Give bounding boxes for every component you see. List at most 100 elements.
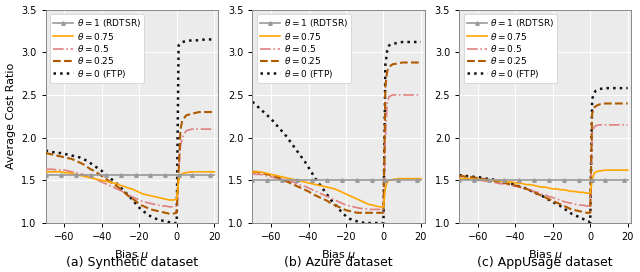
$\theta = 0.75$ — [191, 170, 199, 174]
$\theta = 1$ (RDTSR) — [45, 174, 53, 177]
$\theta = 1$ (RDTSR) — [549, 179, 557, 182]
$\theta = 0.75$ — [500, 180, 508, 183]
$\theta = 0.25$ — [297, 186, 305, 190]
$\theta = 0.5$ — [282, 179, 290, 182]
$\theta = 0.75$ — [139, 192, 147, 196]
$\theta = 0$ (FTP) — [361, 221, 369, 225]
$\theta = 0.75$ — [592, 170, 600, 174]
$\theta = 0.25$ — [413, 61, 421, 64]
$\theta = 0.5$ — [278, 178, 286, 181]
$\theta = 0.75$ — [556, 188, 564, 191]
$\theta = 0.5$ — [268, 175, 275, 178]
$\theta = 0$ (FTP) — [342, 215, 350, 218]
$\theta = 0.5$ — [290, 180, 298, 184]
$\theta = 1$ (RDTSR) — [395, 179, 403, 182]
Line: $\theta = 0.25$: $\theta = 0.25$ — [45, 112, 214, 214]
$\theta = 0.5$ — [94, 179, 102, 182]
$\theta = 0.5$ — [478, 179, 486, 182]
$\theta = 0.25$ — [248, 170, 256, 174]
$\theta = 1$ (RDTSR) — [252, 179, 260, 182]
$\theta = 0.25$ — [614, 102, 622, 105]
$\theta = 0.75$ — [201, 170, 209, 174]
$\theta = 0.75$ — [478, 178, 486, 181]
$\theta = 0.5$ — [481, 180, 489, 183]
$\theta = 0.5$ — [402, 93, 410, 97]
$\theta = 0.25$ — [523, 187, 531, 190]
$\theta = 0.25$ — [102, 177, 109, 180]
$\theta = 0.25$ — [191, 111, 199, 115]
$\theta = 0.25$ — [620, 102, 628, 105]
$\theta = 0$ (FTP) — [308, 172, 316, 175]
$\theta = 0.75$ — [49, 170, 57, 174]
$\theta = 0$ (FTP) — [417, 40, 425, 44]
$\theta = 0$ (FTP) — [609, 86, 616, 90]
$\theta = 0.75$ — [353, 197, 361, 201]
$\theta = 0$ (FTP) — [534, 192, 541, 196]
$\theta = 0$ (FTP) — [549, 200, 557, 203]
$\theta = 0.75$ — [572, 190, 579, 193]
$\theta = 0.5$ — [365, 208, 372, 211]
$\theta = 1$ (RDTSR) — [489, 179, 497, 182]
$\theta = 0.5$ — [195, 128, 203, 131]
$\theta = 0.75$ — [497, 180, 504, 183]
$\theta = 1$ (RDTSR) — [179, 174, 186, 177]
$\theta = 0.25$ — [568, 208, 575, 211]
$\theta = 1$ (RDTSR) — [301, 179, 308, 182]
$\theta = 0$ (FTP) — [408, 40, 415, 44]
$\theta = 0.75$ — [538, 186, 545, 189]
$\theta = 1$ (RDTSR) — [504, 179, 512, 182]
$\theta = 0$ (FTP) — [582, 219, 590, 222]
$\theta = 0$ (FTP) — [132, 202, 140, 205]
$\theta = 0.75$ — [481, 179, 489, 182]
$\theta = 0$ (FTP) — [402, 40, 410, 44]
$\theta = 0.75$ — [290, 178, 298, 181]
$\theta = 0.5$ — [614, 123, 622, 126]
$\theta = 0$ (FTP) — [380, 221, 387, 225]
$\theta = 0.5$ — [109, 186, 117, 189]
$\theta = 1$ (RDTSR) — [90, 174, 98, 177]
$\theta = 0.5$ — [173, 204, 180, 208]
$\theta = 0$ (FTP) — [467, 174, 474, 178]
$\theta = 0.75$ — [474, 178, 482, 181]
$\theta = 0$ (FTP) — [497, 180, 504, 183]
$\theta = 0.5$ — [294, 182, 301, 186]
$\theta = 1$ (RDTSR) — [290, 179, 298, 182]
$\theta = 0.5$ — [504, 183, 512, 186]
$\theta = 0$ (FTP) — [381, 63, 389, 67]
$\theta = 0$ (FTP) — [83, 159, 91, 162]
$\theta = 1$ (RDTSR) — [195, 174, 203, 177]
$\theta = 1$ (RDTSR) — [150, 174, 158, 177]
$\theta = 0.5$ — [609, 123, 616, 126]
$\theta = 0$ (FTP) — [150, 216, 158, 220]
$\theta = 0.75$ — [413, 177, 421, 180]
$\theta = 0$ (FTP) — [369, 221, 376, 225]
$\theta = 1$ (RDTSR) — [590, 179, 598, 182]
$\theta = 1$ (RDTSR) — [275, 179, 282, 182]
$\theta = 0$ (FTP) — [128, 197, 136, 201]
$\theta = 0.25$ — [72, 159, 79, 162]
$\theta = 0$ (FTP) — [560, 207, 568, 210]
$\theta = 0.25$ — [177, 128, 184, 131]
$\theta = 0.75$ — [195, 170, 203, 174]
$\theta = 1$ (RDTSR) — [383, 179, 391, 182]
$\theta = 0.5$ — [497, 182, 504, 186]
$\theta = 0.75$ — [175, 179, 182, 182]
$\theta = 0$ (FTP) — [538, 194, 545, 197]
$\theta = 0$ (FTP) — [294, 150, 301, 153]
$\theta = 0.25$ — [169, 212, 177, 215]
$\theta = 0$ (FTP) — [463, 174, 470, 178]
$\theta = 1$ (RDTSR) — [102, 174, 109, 177]
$\theta = 0.25$ — [342, 209, 350, 212]
$\theta = 0.25$ — [609, 102, 616, 105]
$\theta = 0$ (FTP) — [177, 42, 184, 45]
$\theta = 1$ (RDTSR) — [481, 179, 489, 182]
$\theta = 0.75$ — [61, 171, 68, 174]
$\theta = 0.25$ — [515, 185, 523, 188]
Line: $\theta = 1$ (RDTSR): $\theta = 1$ (RDTSR) — [44, 174, 216, 177]
$\theta = 0$ (FTP) — [346, 217, 354, 220]
$\theta = 0.25$ — [98, 174, 106, 178]
$\theta = 0$ (FTP) — [256, 107, 264, 110]
$\theta = 0.5$ — [549, 196, 557, 199]
$\theta = 1$ (RDTSR) — [500, 179, 508, 182]
$\theta = 0.25$ — [489, 179, 497, 182]
